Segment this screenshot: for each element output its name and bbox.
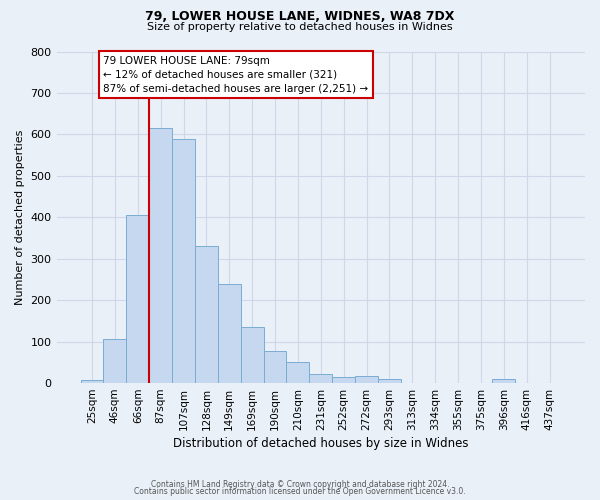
Bar bbox=[378, 379, 401, 383]
Text: 79 LOWER HOUSE LANE: 79sqm
← 12% of detached houses are smaller (321)
87% of sem: 79 LOWER HOUSE LANE: 79sqm ← 12% of deta… bbox=[103, 56, 368, 94]
Bar bbox=[149, 128, 172, 383]
Bar bbox=[332, 377, 355, 383]
Bar bbox=[263, 350, 286, 383]
Text: Contains public sector information licensed under the Open Government Licence v3: Contains public sector information licen… bbox=[134, 487, 466, 496]
Bar bbox=[127, 215, 149, 383]
Bar bbox=[80, 380, 103, 383]
Bar bbox=[493, 379, 515, 383]
Y-axis label: Number of detached properties: Number of detached properties bbox=[15, 130, 25, 305]
Bar bbox=[195, 246, 218, 383]
Bar bbox=[218, 284, 241, 383]
Bar bbox=[241, 327, 263, 383]
Text: Size of property relative to detached houses in Widnes: Size of property relative to detached ho… bbox=[147, 22, 453, 32]
Bar bbox=[103, 338, 127, 383]
Bar bbox=[172, 138, 195, 383]
Text: 79, LOWER HOUSE LANE, WIDNES, WA8 7DX: 79, LOWER HOUSE LANE, WIDNES, WA8 7DX bbox=[145, 10, 455, 23]
Bar bbox=[310, 374, 332, 383]
Bar bbox=[355, 376, 378, 383]
Text: Contains HM Land Registry data © Crown copyright and database right 2024.: Contains HM Land Registry data © Crown c… bbox=[151, 480, 449, 489]
X-axis label: Distribution of detached houses by size in Widnes: Distribution of detached houses by size … bbox=[173, 437, 469, 450]
Bar bbox=[286, 362, 310, 383]
